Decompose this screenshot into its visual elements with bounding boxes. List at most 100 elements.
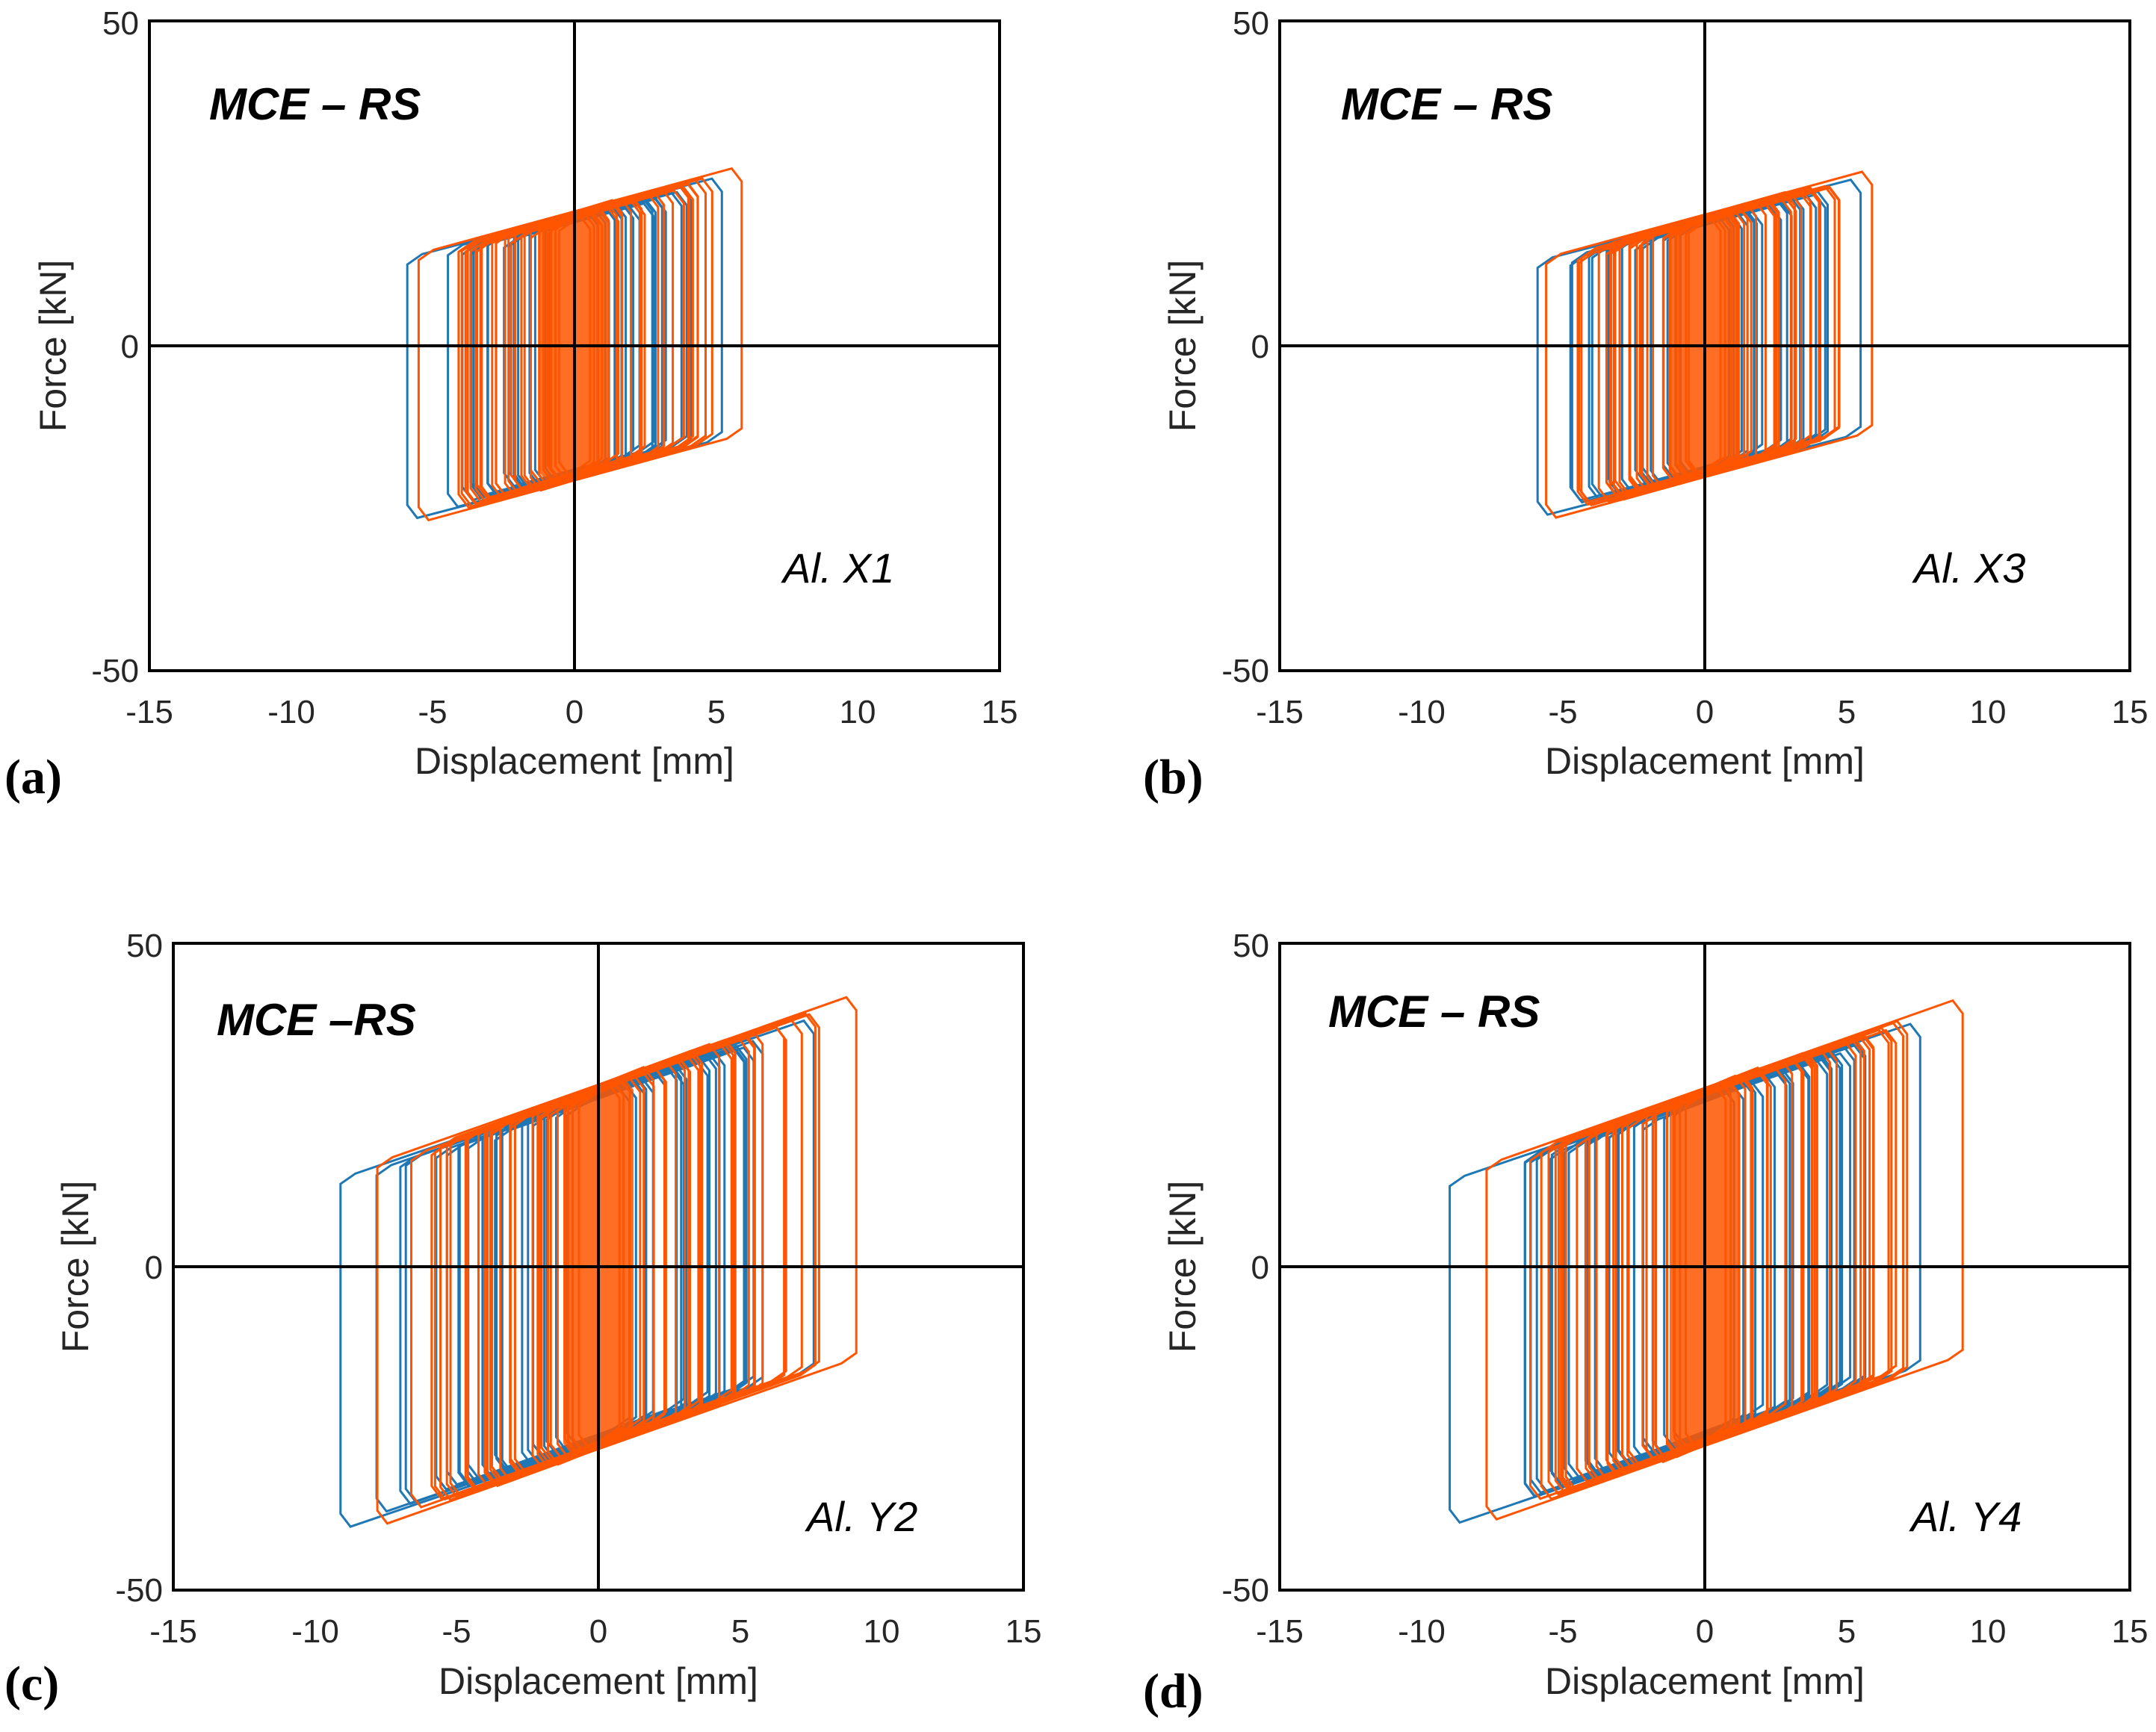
panel-b-annotation: MCE – RS	[1341, 79, 1552, 129]
hysteresis-loop	[1567, 1059, 1829, 1479]
x-tick-label: 0	[1696, 694, 1714, 730]
hysteresis-loop	[486, 1043, 721, 1488]
y-tick-label: 50	[126, 928, 163, 964]
x-tick-label: -10	[291, 1613, 339, 1650]
y-tick-label: 0	[145, 1250, 163, 1286]
hysteresis-loop-outer	[417, 167, 743, 522]
x-tick-label: 5	[1838, 1613, 1856, 1650]
hysteresis-loop-outer	[1545, 170, 1874, 519]
panel-b-y-ticks: 50 0 -50	[1221, 5, 1269, 689]
x-tick-label: -10	[267, 694, 315, 730]
hysteresis-loop	[1547, 1036, 1865, 1496]
hysteresis-loop	[1628, 198, 1780, 494]
panel-d-y-ticks: 50 0 -50	[1221, 928, 1269, 1609]
x-tick-label: 15	[982, 694, 1018, 730]
hysteresis-loop	[1540, 1019, 1909, 1500]
series-2	[376, 996, 858, 1525]
hysteresis-loop	[1570, 190, 1829, 504]
hysteresis-loop-outer	[1485, 999, 1964, 1521]
hysteresis-loop	[538, 200, 619, 489]
hysteresis-loop	[547, 1066, 655, 1466]
hysteresis-loop	[1564, 1036, 1862, 1492]
y-tick-label: -50	[115, 1572, 163, 1609]
panel-a-y-axis-label: Force [kN]	[32, 260, 74, 432]
x-tick-label: 5	[707, 694, 725, 730]
y-tick-label: -50	[1221, 653, 1269, 689]
panel-b-specimen-label: Al. X3	[1912, 544, 2025, 592]
series-2	[1545, 170, 1874, 519]
hysteresis-loop	[1614, 1054, 1813, 1474]
x-tick-label: -5	[418, 694, 447, 730]
y-tick-label: 0	[1251, 1250, 1269, 1286]
hysteresis-loop-outer	[1536, 178, 1862, 516]
panel-c-y-ticks: 50 0 -50	[115, 928, 163, 1609]
hysteresis-loop	[1635, 198, 1778, 493]
panel-a-plot	[406, 167, 743, 522]
hysteresis-loop	[1580, 187, 1821, 507]
hysteresis-loop	[1593, 1062, 1811, 1473]
hysteresis-loop	[513, 1057, 691, 1474]
panel-c-x-ticks: -15 -10 -5 0 5 10 15	[149, 1613, 1041, 1650]
panel-d-x-axis-label: Displacement [mm]	[1545, 1660, 1865, 1702]
hysteresis-loop	[1523, 1046, 1856, 1497]
panel-a-annotation: MCE – RS	[209, 79, 421, 129]
x-tick-label: 10	[864, 1613, 900, 1650]
panel-a-y-ticks: 50 0 -50	[91, 5, 139, 689]
x-tick-label: 0	[566, 694, 583, 730]
panel-b-label: (b)	[1143, 750, 1204, 804]
x-tick-label: 15	[1006, 1613, 1042, 1650]
hysteresis-loop	[1614, 197, 1792, 495]
hysteresis-loop	[447, 186, 693, 509]
hysteresis-loop	[1655, 1073, 1753, 1461]
y-tick-label: -50	[91, 653, 139, 689]
hysteresis-loop	[1585, 1046, 1838, 1483]
panel-d-label: (d)	[1143, 1664, 1204, 1719]
panel-d: -15 -10 -5 0 5 10 15 50 0 -50 Displaceme…	[1143, 928, 2148, 1719]
hysteresis-loop	[1626, 1057, 1803, 1470]
x-tick-label: -5	[442, 1613, 471, 1650]
x-tick-label: 10	[1970, 694, 2007, 730]
hysteresis-loop	[1668, 204, 1749, 485]
hysteresis-loop	[460, 179, 707, 508]
panel-d-plot	[1449, 999, 1964, 1524]
panel-c-annotation: MCE –RS	[217, 995, 416, 1045]
hysteresis-loop	[1597, 186, 1821, 503]
hysteresis-loop	[439, 1029, 764, 1502]
x-tick-label: 0	[1696, 1613, 1714, 1650]
panel-b-plot	[1536, 170, 1874, 519]
hysteresis-loop-outer	[376, 996, 858, 1525]
hysteresis-loop	[410, 1019, 803, 1509]
hysteresis-loop	[430, 1025, 787, 1500]
hysteresis-loop	[489, 1052, 701, 1484]
x-tick-label: 5	[731, 1613, 749, 1650]
y-tick-label: 0	[1251, 329, 1269, 365]
panel-c-y-axis-label: Force [kN]	[55, 1181, 96, 1353]
hysteresis-loop	[531, 1059, 678, 1470]
hysteresis-loop	[1627, 1067, 1787, 1465]
panel-d-y-axis-label: Force [kN]	[1162, 1181, 1204, 1353]
hysteresis-loop-outer	[1449, 1022, 1921, 1524]
x-tick-label: 15	[2112, 694, 2149, 730]
hysteresis-loop	[499, 1049, 704, 1483]
hysteresis-loop	[1632, 1073, 1776, 1462]
hysteresis-loop	[465, 1054, 717, 1484]
hysteresis-loop	[1652, 202, 1758, 490]
panel-d-x-ticks: -15 -10 -5 0 5 10 15	[1256, 1613, 2148, 1650]
x-tick-label: 10	[1970, 1613, 2007, 1650]
x-tick-label: -15	[1256, 694, 1304, 730]
panel-a-specimen-label: Al. X1	[781, 544, 894, 592]
x-tick-label: -10	[1398, 694, 1446, 730]
x-tick-label: -15	[1256, 1613, 1304, 1650]
panel-a-x-ticks: -15 -10 -5 0 5 10 15	[126, 694, 1017, 730]
panel-b-x-ticks: -15 -10 -5 0 5 10 15	[1256, 694, 2148, 730]
x-tick-label: -5	[1548, 1613, 1577, 1650]
hysteresis-loop-outer	[406, 177, 723, 520]
panel-b: -15 -10 -5 0 5 10 15 50 0 -50 Displaceme…	[1143, 5, 2148, 804]
panel-d-specimen-label: Al. Y4	[1909, 1493, 2022, 1540]
hysteresis-loop	[540, 1067, 667, 1462]
x-tick-label: 0	[589, 1613, 607, 1650]
panel-b-y-axis-label: Force [kN]	[1162, 260, 1204, 432]
hysteresis-loop	[507, 196, 643, 496]
x-tick-label: -15	[149, 1613, 197, 1650]
